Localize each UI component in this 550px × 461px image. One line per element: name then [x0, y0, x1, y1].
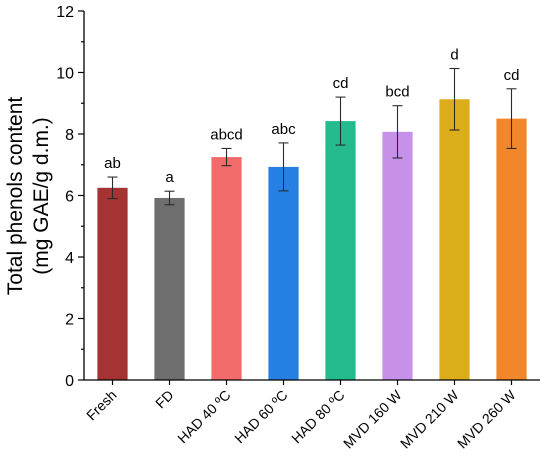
bar-7 — [439, 99, 470, 380]
significance-label-4: abc — [271, 121, 296, 138]
error-bar-3 — [221, 147, 232, 167]
significance-label-1: ab — [104, 155, 121, 172]
error-bar-7 — [449, 67, 460, 131]
x-tick-label-6: MVD 160 W — [340, 386, 405, 451]
bar-8 — [496, 118, 527, 380]
y-tick-label-8: 8 — [65, 127, 74, 144]
error-bar-1 — [107, 176, 118, 200]
x-tick-label-5: HAD 80 ºC — [288, 387, 347, 446]
x-tick-label-1: Fresh — [83, 387, 120, 424]
significance-labels-layer: ab a abcd abc cd bcd d cd — [104, 47, 519, 187]
bar-1 — [97, 187, 128, 380]
bar-3 — [211, 157, 242, 380]
x-tick-label-7: MVD 210 W — [397, 386, 462, 451]
y-tick-label-0: 0 — [65, 373, 74, 390]
bar-6 — [382, 131, 413, 380]
y-tick-label-4: 4 — [65, 250, 74, 267]
error-bar-6 — [392, 105, 403, 159]
y-tick-label-12: 12 — [56, 4, 74, 21]
y-axis-title-line1: Total phenols content — [4, 97, 27, 296]
y-axis-title: Total phenols content (mg GAE/g d.m.) — [4, 97, 53, 296]
y-axis-title-line2: (mg GAE/g d.m.) — [30, 117, 53, 275]
y-tick-label-6: 6 — [65, 189, 74, 206]
x-tick-label-2: FD — [152, 387, 177, 412]
bar-4 — [268, 166, 299, 380]
error-bar-8 — [506, 88, 517, 150]
axes-layer: 0 2 4 6 8 10 12 — [56, 4, 540, 390]
significance-label-3: abcd — [210, 126, 243, 143]
x-tick-label-4: HAD 60 ºC — [231, 387, 290, 446]
x-tick-label-3: HAD 40 ºC — [174, 387, 233, 446]
bars-layer — [97, 99, 527, 381]
error-bar-5 — [335, 96, 346, 146]
error-bars-layer — [107, 67, 517, 206]
bar-5 — [325, 121, 356, 381]
error-bar-2 — [164, 190, 175, 206]
significance-label-6: bcd — [385, 84, 409, 101]
y-tick-label-10: 10 — [56, 66, 74, 83]
y-tick-label-2: 2 — [65, 312, 74, 329]
significance-label-2: a — [165, 169, 174, 186]
error-bar-4 — [278, 142, 289, 192]
significance-label-8: cd — [504, 67, 520, 84]
x-tick-label-8: MVD 260 W — [454, 386, 519, 451]
significance-label-5: cd — [333, 75, 349, 92]
significance-label-7: d — [450, 47, 458, 64]
bar-2 — [154, 197, 185, 380]
